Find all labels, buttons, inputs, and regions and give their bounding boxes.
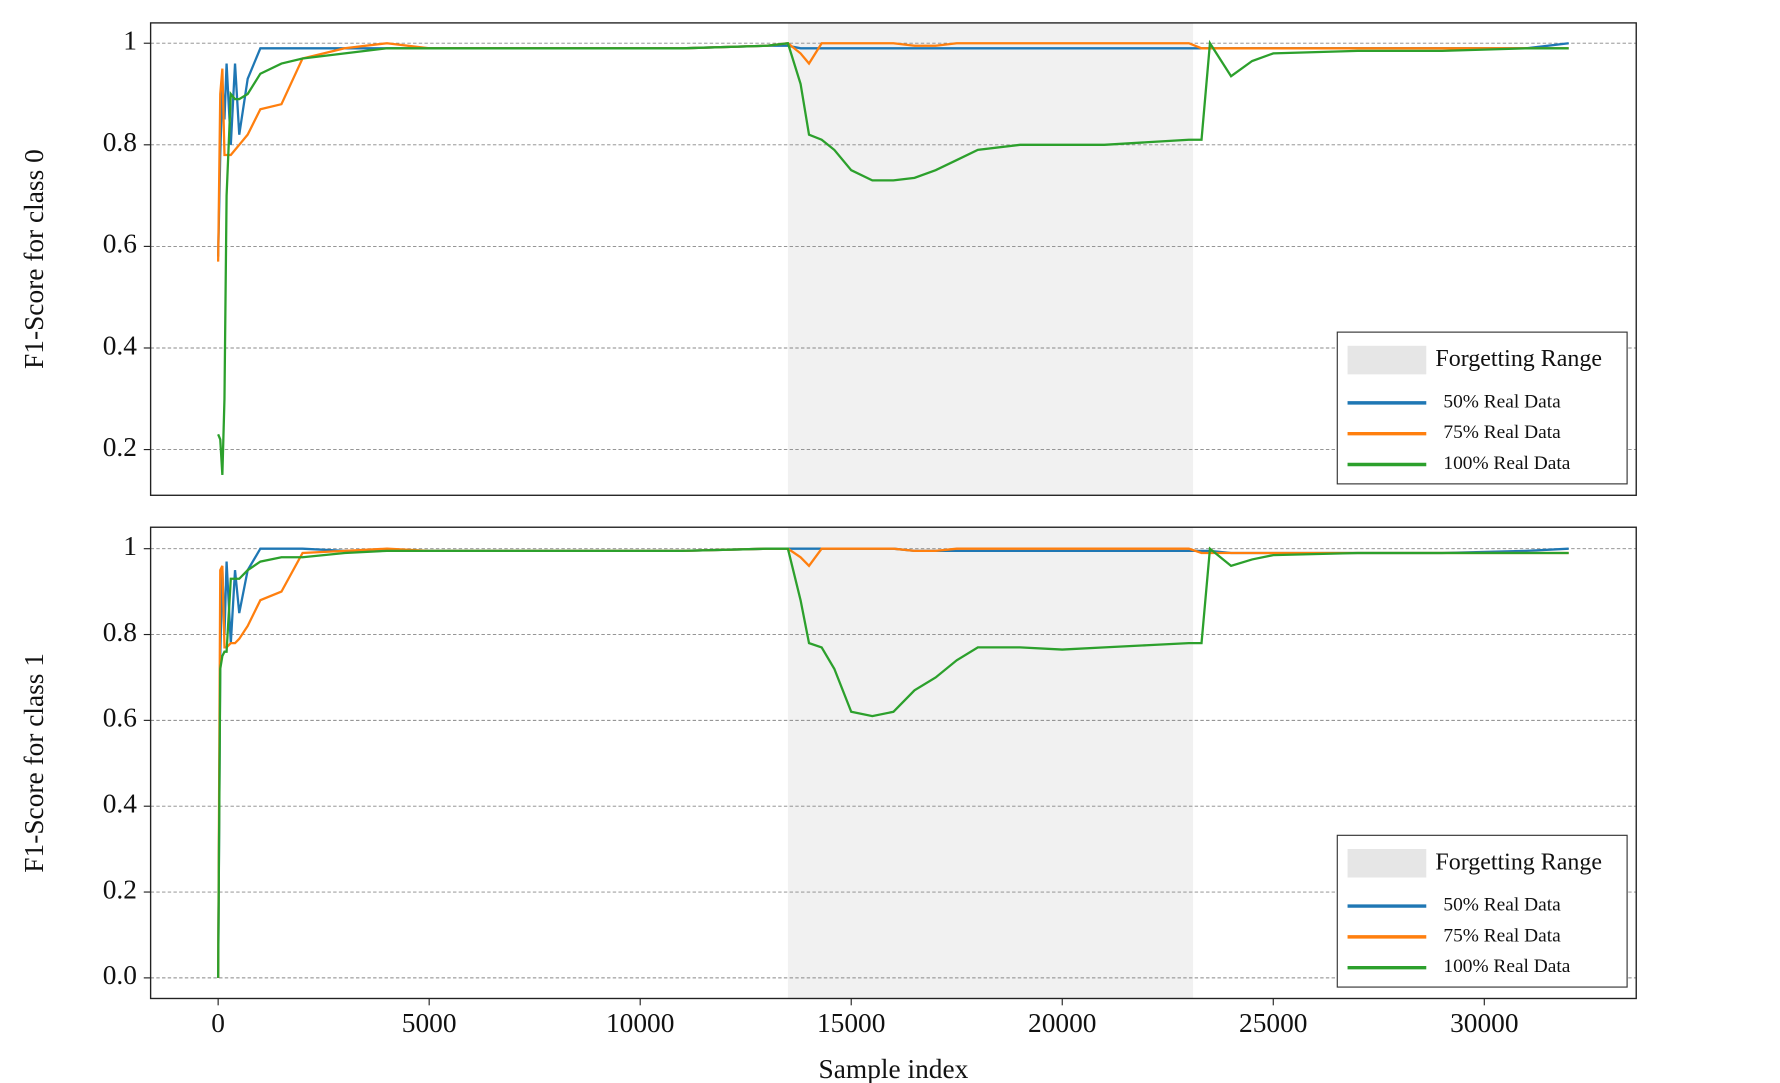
legend-label: 100% Real Data: [1443, 453, 1570, 474]
legend-label: 100% Real Data: [1443, 956, 1570, 977]
legend-swatch: [1347, 345, 1427, 375]
legend-label: Forgetting Range: [1435, 346, 1602, 372]
x-tick-label: 0: [211, 1008, 225, 1038]
y-axis-label: F1-Score for class 1: [19, 653, 49, 873]
x-axis-label: Sample index: [819, 1054, 969, 1083]
legend: Forgetting Range 50% Real Data 75% Real Da…: [1336, 834, 1628, 988]
y-axis-label: F1-Score for class 0: [19, 149, 49, 369]
x-tick-label: 30000: [1450, 1008, 1518, 1038]
series-line: [217, 39, 1569, 476]
y-tick-label: 0.0: [103, 960, 137, 990]
series-line: [217, 42, 1569, 262]
forgetting-range: [787, 527, 1194, 999]
x-tick-label: 15000: [817, 1008, 885, 1038]
legend-label: 75% Real Data: [1443, 925, 1561, 946]
legend-label: 50% Real Data: [1443, 391, 1561, 412]
legend-label: Forgetting Range: [1435, 849, 1602, 875]
y-tick-label: 1: [123, 531, 137, 561]
x-tick-label: 10000: [606, 1008, 674, 1038]
legend-swatch: [1347, 849, 1427, 878]
y-tick-label: 0.2: [103, 874, 137, 904]
y-tick-label: 0.6: [103, 703, 137, 733]
series-line: [217, 546, 1569, 978]
y-tick-label: 0.4: [103, 788, 138, 818]
y-tick-label: 1: [123, 26, 137, 56]
x-tick-label: 5000: [402, 1008, 457, 1038]
series-line: [217, 547, 1569, 978]
x-tick-label: 20000: [1028, 1008, 1096, 1038]
legend-label: 75% Real Data: [1443, 422, 1561, 443]
legend: Forgetting Range 50% Real Data 75% Real Da…: [1336, 331, 1628, 485]
y-tick-label: 0.4: [103, 330, 138, 360]
legend-label: 50% Real Data: [1443, 895, 1561, 916]
axes-frame: [149, 526, 1637, 1000]
x-tick-label: 25000: [1239, 1008, 1307, 1038]
forgetting-range: [787, 22, 1194, 496]
y-tick-label: 0.8: [103, 127, 137, 157]
y-tick-label: 0.2: [103, 432, 137, 462]
y-tick-label: 0.6: [103, 229, 137, 259]
y-tick-label: 0.8: [103, 617, 137, 647]
axes-frame: [149, 22, 1637, 496]
